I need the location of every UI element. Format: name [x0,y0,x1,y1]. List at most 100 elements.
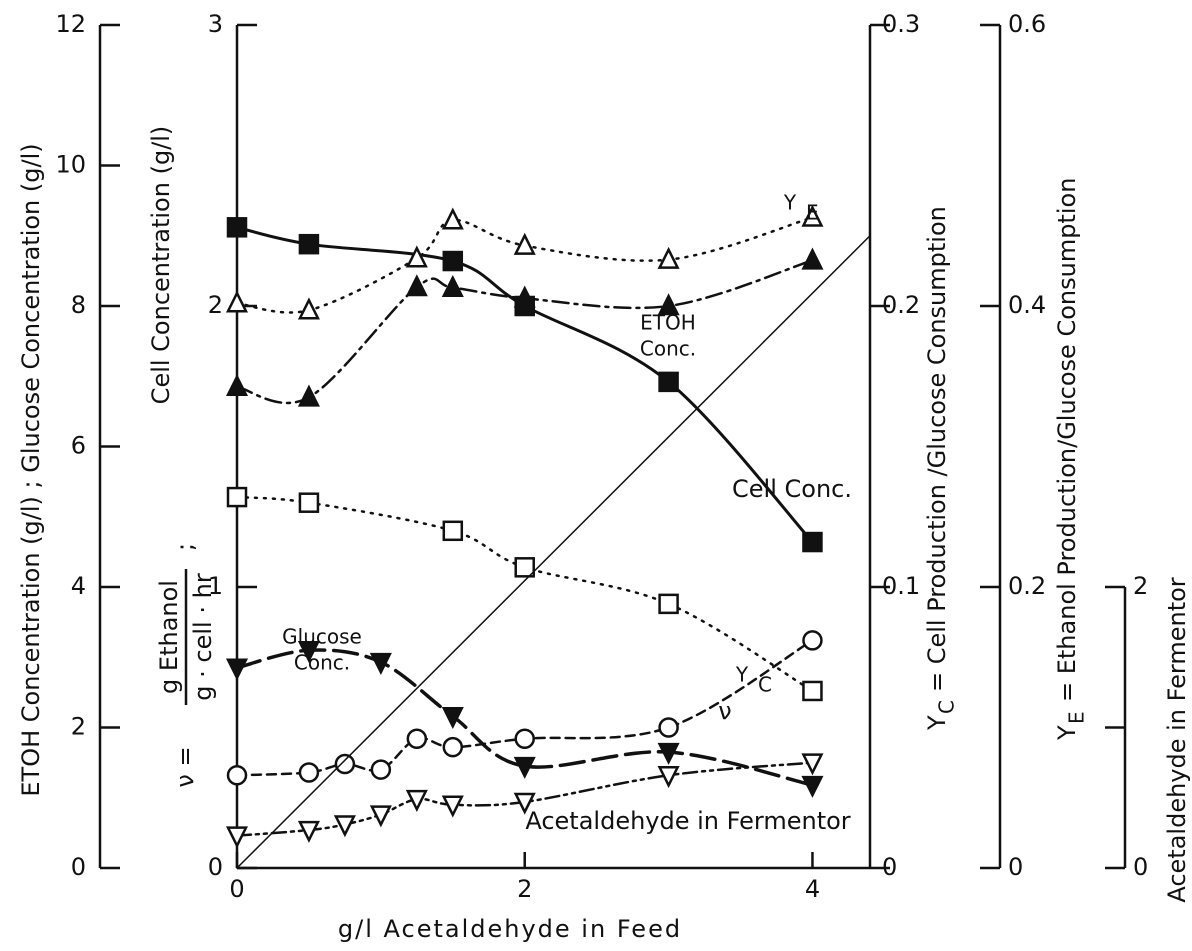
axis-subscript: E [1065,711,1089,724]
series-label: ν [718,697,731,725]
tick-label: 6 [71,432,86,460]
tick-label: 2 [71,713,86,741]
marker [225,658,249,681]
marker [225,826,249,849]
marker [514,557,535,578]
marker [297,820,320,843]
tick-label: 0 [71,853,86,881]
tick-label: 0.1 [882,572,920,600]
series-line [235,216,814,314]
axis-label: = Ethanol Production/Glucose Consumption [1053,178,1081,702]
marker [513,285,536,308]
tick-label: 0.3 [882,10,920,38]
marker [513,232,536,255]
tick-label: 0.6 [1008,10,1046,38]
marker [406,728,428,749]
marker [657,246,680,269]
tick-label: 1 [208,572,223,600]
tick-label: 0.4 [1008,291,1046,319]
marker [802,531,823,553]
marker [441,274,464,297]
marker [658,717,679,738]
marker [405,789,428,812]
series-line [235,225,814,544]
marker [657,293,680,316]
nu-label-part: ; [171,543,199,551]
marker [441,207,464,230]
series-label: Y [735,663,749,687]
series-label-subscript: E [806,201,819,225]
marker [442,250,464,272]
tick-label: 4 [71,572,86,600]
marker [225,373,249,397]
marker [658,371,679,393]
marker [657,766,680,789]
reference-line [236,235,871,869]
marker [658,593,679,615]
yc-axis-label: Y C = Cell Production /Glucose Consumpti… [923,206,959,731]
marker [297,297,320,320]
marker [801,204,824,227]
axis-label: = Cell Production /Glucose Consumption [923,206,951,692]
marker [801,247,824,270]
tick-label: 0 [882,853,897,881]
series-label: Acetaldehyde in Fermentor [525,807,850,835]
marker [405,274,428,297]
marker [333,815,356,838]
marker [442,736,464,758]
x-tick-label: 0 [229,875,244,903]
marker [298,762,320,783]
tick-label: 0.2 [882,291,920,319]
x-axis-label: g/l Acetaldehyde in Feed [338,915,682,943]
marker [513,792,536,815]
y-axis-label: ETOH Concentration (g/l) ; Glucose Conce… [17,143,45,796]
series-label: Conc. [640,337,696,361]
ye-axis-label: Y E = Ethanol Production/Glucose Consump… [1053,178,1089,741]
marker [514,728,535,749]
tick-label: 3 [208,10,223,38]
tick-label: 8 [71,291,86,319]
cell-axis-label: Cell Concentration (g/l) [147,126,175,405]
marker [802,630,823,651]
marker [298,233,320,255]
x-tick-label: 4 [805,875,820,903]
axis-subscript: C [935,700,959,714]
nu-label-part: g Ethanol [155,580,183,694]
marker [225,290,249,313]
series-label: Conc. [294,651,350,675]
marker [405,245,428,268]
series-label: Y [783,191,797,215]
series-line [235,259,814,405]
tick-label: 0 [208,853,223,881]
marker [441,707,464,730]
marker [657,742,680,765]
marker [442,520,464,542]
x-tick-label: 2 [517,875,532,903]
nu-label-part: ν = [171,746,199,787]
series-label: ETOH [640,311,696,335]
marker [370,759,392,780]
nu-axis-label: ν = g Ethanol g · cell · hr ; [155,543,217,788]
tick-label: 12 [55,10,86,38]
marker [513,756,536,779]
tick-label: 0 [1133,853,1148,881]
marker [802,680,823,702]
marker [226,486,248,508]
tick-label: 10 [55,151,86,179]
tick-label: 2 [208,291,223,319]
tick-label: 0.2 [1008,572,1046,600]
acet-axis-label: Acetaldehyde in Fermentor [1163,577,1191,902]
marker [334,753,356,775]
tick-label: 2 [1133,572,1148,600]
axis-symbol: Y [1053,725,1081,741]
nu-label-part: g · cell · hr [189,573,217,701]
series-label-subscript: C [758,673,772,697]
tick-label: 0 [1008,853,1023,881]
axis-symbol: Y [923,715,951,731]
marker [298,492,320,513]
series-label: Cell Conc. [732,475,852,503]
marker [297,640,320,664]
marker [801,753,824,776]
marker [226,765,248,786]
